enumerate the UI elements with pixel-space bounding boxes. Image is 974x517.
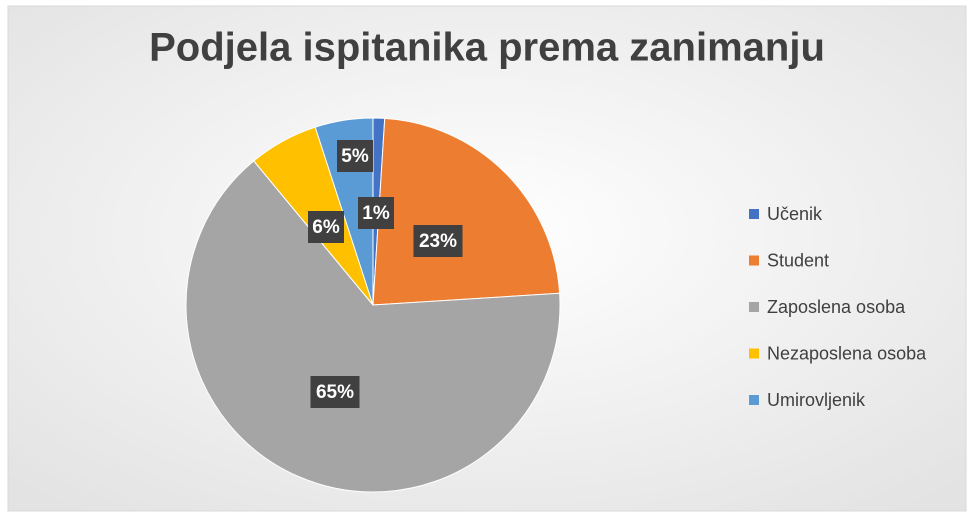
- legend-marker: [749, 209, 759, 219]
- data-label-box: [337, 140, 373, 172]
- legend-label: Nezaposlena osoba: [767, 343, 927, 363]
- legend-label: Student: [767, 250, 829, 270]
- data-label-box: [413, 225, 463, 257]
- data-label: 1%: [362, 203, 390, 224]
- legend-label: Učenik: [767, 204, 823, 224]
- legend-marker: [749, 348, 759, 359]
- data-label-box: [308, 211, 344, 243]
- data-label: 5%: [341, 146, 369, 167]
- pie-slice: [372, 117, 561, 306]
- chart-title: Podjela ispitanika prema zanimanju: [149, 26, 825, 70]
- data-label: 65%: [316, 382, 354, 403]
- legend-marker: [749, 255, 759, 266]
- legend-marker: [749, 395, 759, 405]
- data-label-box: [310, 376, 360, 408]
- data-label: 6%: [312, 217, 340, 238]
- legend-marker: [749, 302, 759, 312]
- legend-label: Zaposlena osoba: [767, 297, 906, 317]
- data-label-box: [358, 197, 394, 229]
- legend-label: Umirovljenik: [767, 390, 866, 410]
- data-label: 23%: [419, 231, 457, 252]
- pie-slice: [185, 160, 561, 493]
